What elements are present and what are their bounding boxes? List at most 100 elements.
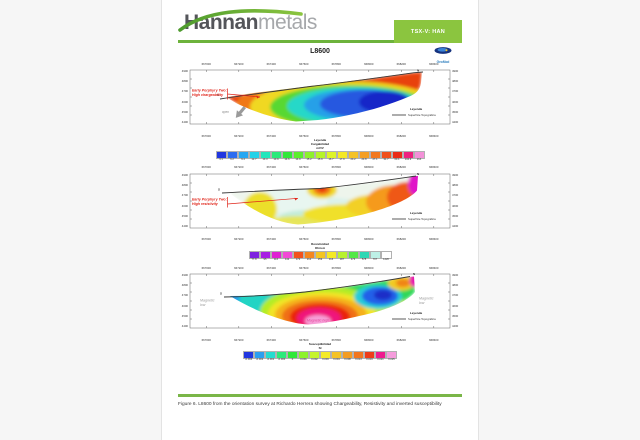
colorbar-swatch [226, 151, 238, 160]
colorbar-value: 27.1 [372, 158, 378, 162]
elevation-tick-label: 4500 [181, 213, 188, 218]
colorbar-value: 14.6 [284, 158, 290, 162]
coordinate-tick-label: 667200 [234, 265, 244, 270]
coordinate-tick-label: 667000 [201, 265, 211, 270]
colorbar-value: 707 [372, 258, 378, 262]
magnetic-high-annotation: Magnetic high [307, 318, 329, 322]
colorbar-value: 12.7 [251, 158, 257, 162]
colorbar-swatch [336, 251, 348, 260]
colorbar-value: 0.003 [322, 358, 329, 362]
coordinate-tick-label: 667200 [234, 133, 244, 138]
colorbar-swatch [325, 151, 337, 160]
colorbar-value: 15.2 [306, 158, 312, 162]
geomod-logo: GeoMod [428, 43, 458, 64]
elevation-tick-label: 4700 [452, 293, 459, 298]
resistivity-section-svg: S N Early Porphyry Two: High resistivity… [189, 172, 451, 229]
colorbar-value: 0.001 [300, 358, 307, 362]
elevation-tick-label: 4400 [181, 120, 188, 125]
colorbar-value: 104.9 [404, 158, 412, 162]
resistivity-axis-label: Resistividad Ohm.m [162, 242, 478, 251]
figure-caption: Figure 6. L8600 from the orientation sur… [178, 401, 442, 407]
colorbar-swatch [265, 351, 276, 360]
susceptibility-panel: 667000 667200 667400 667600 667800 668000 6682… [170, 266, 470, 342]
colorbar-value: 77.8 [251, 258, 257, 262]
coordinate-tick-label: 667800 [331, 237, 341, 242]
elevation-ticks-left: 4900 4800 4700 4600 4500 4400 [170, 174, 188, 228]
legend-title: Leyenda [410, 311, 423, 315]
annotation-line-2: High chargeability [192, 93, 224, 97]
colorbar-value: -0.001 [266, 358, 275, 362]
elevation-tick-label: 4500 [181, 109, 188, 114]
colorbar-value: 13.3 [262, 158, 268, 162]
colorbar-swatch [353, 351, 364, 360]
colorbar-value: 16.7 [328, 158, 334, 162]
coordinate-tick-label: 667600 [299, 337, 309, 342]
coordinate-ticks-bottom: 667000 667200 667400 667600 667800 668000 6682… [190, 338, 450, 342]
colorbar-swatch [331, 351, 342, 360]
legend-entry: Superficie Topografica [408, 317, 436, 321]
topographic-surface-line [219, 71, 424, 100]
legend: Leyenda Superficie Topografica [392, 311, 436, 321]
topographic-surface-line [223, 275, 411, 298]
coordinate-tick-label: 667000 [201, 133, 211, 138]
elevation-ticks-right: 4900 4800 4700 4600 4500 4400 [452, 174, 470, 228]
chargeability-axis-label: Leyenda Cargabilidad mV/V [162, 138, 478, 150]
coordinate-tick-label: 667200 [234, 337, 244, 342]
section-resistivity: 667000 667200 667400 667600 667800 668000 6682… [162, 166, 478, 262]
chargeability-annotation: Early Porphyry Two: High chargeability [192, 88, 261, 100]
elevation-tick-label: 4600 [452, 303, 459, 308]
colorbar-value: -0.002 [255, 358, 264, 362]
coordinate-tick-label: 667800 [331, 337, 341, 342]
colorbar-value: 578 [361, 258, 367, 262]
mag-low-left-line-2: low [200, 303, 206, 307]
axis-label-line: SI [318, 345, 322, 350]
colorbar-swatch [309, 351, 320, 360]
resistivity-annotation: Early Porphyry Two: High resistivity [192, 196, 299, 208]
colorbar-swatch [259, 251, 271, 260]
coordinate-tick-label: 667600 [299, 265, 309, 270]
elevation-tick-label: 4700 [181, 89, 188, 94]
colorbar-swatch [347, 251, 359, 260]
colorbar-swatch [270, 151, 282, 160]
colorbar-swatch [413, 151, 425, 160]
chargeability-colorbar-labels: 3.1 6.2 9.4 12.7 13.3 13.9 14.6 14.9 15.2 15.9 16.… [162, 159, 478, 162]
report-page: Hannanmetals TSX-V: HAN L8600 GeoMod 667… [161, 0, 479, 440]
coordinate-tick-label: 667400 [266, 237, 276, 242]
coordinate-tick-label: 667600 [299, 237, 309, 242]
colorbar-swatch [364, 351, 375, 360]
elevation-tick-label: 4600 [181, 203, 188, 208]
colorbar-value: 23.8 [361, 158, 367, 162]
elevation-tick-label: 4800 [181, 183, 188, 188]
coordinate-tick-label: 668400 [429, 165, 439, 170]
elevation-tick-label: 4700 [181, 193, 188, 198]
coordinate-tick-label: 668200 [396, 237, 406, 242]
coordinate-tick-label: 667800 [331, 265, 341, 270]
colorbar-swatch [375, 351, 386, 360]
colorbar-swatch [243, 351, 254, 360]
geomod-label: GeoMod [436, 60, 450, 64]
south-marker: S [220, 291, 222, 295]
elevation-tick-label: 4500 [181, 313, 188, 318]
coordinate-tick-label: 667400 [266, 165, 276, 170]
chargeability-panel: 667000 667200 667400 667600 667800 668000 6682… [170, 62, 470, 138]
coordinate-tick-label: 667200 [234, 237, 244, 242]
geomod-logo-icon [434, 47, 452, 54]
elevation-tick-label: 4800 [181, 283, 188, 288]
elevation-tick-label: 4600 [181, 303, 188, 308]
legend-entry: Superficie Topografica [408, 217, 436, 221]
elevation-tick-label: 4900 [181, 172, 188, 177]
colorbar-swatch [314, 151, 326, 160]
elevation-tick-label: 4800 [452, 283, 459, 288]
resistivity-colorbar-labels: 77.8 95 116 142 173 212 259 316 387 473 578 707 1420 [162, 259, 478, 262]
colorbar-swatch [303, 251, 315, 260]
coordinate-tick-label: 668000 [364, 337, 374, 342]
mag-low-right-line-2: low [419, 301, 425, 305]
coordinate-tick-label: 668400 [429, 265, 439, 270]
colorbar-swatch [347, 151, 359, 160]
susceptibility-axis-label: Susceptibilidad SI [162, 342, 478, 351]
magnetic-low-left-annotation: Magnetic low [200, 298, 215, 307]
page-title: L8600 [310, 48, 330, 55]
elevation-tick-label: 4800 [452, 183, 459, 188]
colorbar-value: 13.9 [273, 158, 279, 162]
elevation-tick-label: 4700 [452, 193, 459, 198]
